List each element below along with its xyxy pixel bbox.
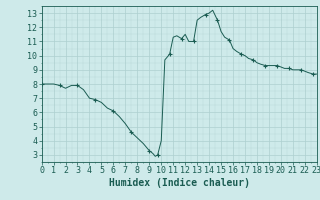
X-axis label: Humidex (Indice chaleur): Humidex (Indice chaleur) [109,178,250,188]
